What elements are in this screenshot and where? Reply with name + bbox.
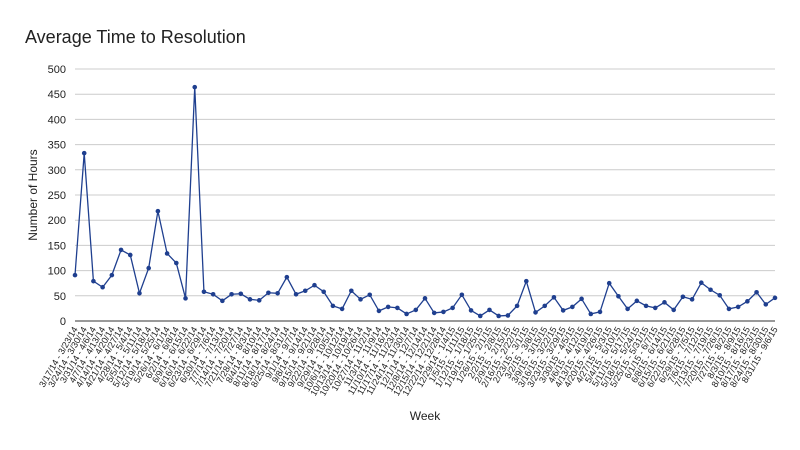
data-point bbox=[514, 303, 520, 309]
data-point bbox=[652, 305, 658, 311]
data-point bbox=[597, 309, 603, 315]
data-point bbox=[302, 288, 308, 294]
data-point bbox=[293, 291, 299, 297]
data-point bbox=[662, 300, 667, 305]
data-point bbox=[164, 251, 170, 256]
data-point bbox=[606, 280, 612, 286]
data-point bbox=[671, 307, 676, 313]
data-point bbox=[634, 298, 640, 304]
data-point bbox=[109, 272, 115, 278]
data-point bbox=[339, 306, 345, 312]
y-axis-title: Number of Hours bbox=[26, 149, 40, 240]
data-point bbox=[146, 265, 151, 271]
data-point bbox=[477, 313, 483, 319]
y-tick-label: 150 bbox=[48, 240, 66, 252]
data-point bbox=[551, 295, 557, 300]
data-point bbox=[726, 306, 732, 312]
data-point bbox=[229, 291, 234, 297]
data-point bbox=[247, 297, 253, 302]
y-tick-label: 450 bbox=[48, 89, 66, 101]
data-point bbox=[220, 298, 225, 304]
data-point bbox=[643, 303, 649, 309]
data-point bbox=[376, 308, 382, 314]
data-point bbox=[358, 297, 363, 302]
data-point bbox=[174, 260, 179, 266]
data-point bbox=[81, 150, 87, 156]
y-tick-label: 250 bbox=[48, 190, 66, 202]
data-point bbox=[625, 306, 630, 312]
data-point bbox=[137, 290, 142, 296]
data-point bbox=[468, 308, 474, 313]
y-tick-label: 100 bbox=[48, 266, 66, 278]
data-point bbox=[579, 296, 584, 302]
data-point bbox=[450, 305, 455, 311]
data-point bbox=[680, 294, 686, 300]
data-point bbox=[708, 287, 713, 293]
data-point bbox=[72, 272, 78, 278]
data-point bbox=[367, 292, 373, 298]
data-point bbox=[183, 296, 188, 301]
data-point bbox=[349, 288, 354, 294]
data-point bbox=[570, 304, 575, 310]
data-point bbox=[496, 313, 501, 319]
y-tick-label: 200 bbox=[48, 215, 66, 227]
chart-title: Average Time to Resolution bbox=[25, 27, 246, 47]
data-point bbox=[588, 311, 594, 317]
data-point bbox=[699, 280, 704, 285]
data-point bbox=[524, 278, 529, 284]
data-point bbox=[256, 298, 262, 303]
y-tick-label: 350 bbox=[48, 140, 66, 152]
data-point bbox=[441, 309, 446, 315]
data-point bbox=[763, 302, 769, 307]
data-point bbox=[395, 305, 400, 311]
data-point bbox=[201, 289, 207, 295]
data-point bbox=[312, 282, 317, 288]
data-line bbox=[74, 87, 776, 317]
data-point bbox=[100, 284, 105, 290]
data-point bbox=[385, 304, 391, 310]
y-tick-label: 0 bbox=[60, 316, 66, 328]
data-point bbox=[330, 303, 336, 309]
data-point bbox=[192, 84, 198, 90]
data-point bbox=[505, 313, 511, 318]
data-point bbox=[772, 295, 778, 301]
data-point bbox=[735, 304, 741, 310]
y-tick-label: 400 bbox=[48, 114, 66, 126]
data-point bbox=[210, 291, 216, 297]
data-point bbox=[127, 252, 133, 258]
data-point bbox=[689, 297, 695, 302]
y-tick-label: 300 bbox=[48, 165, 66, 177]
data-point bbox=[754, 289, 759, 295]
data-point bbox=[266, 290, 271, 296]
data-point bbox=[238, 291, 244, 297]
data-point bbox=[155, 208, 161, 214]
data-point bbox=[542, 303, 548, 309]
x-axis-title: Week bbox=[410, 409, 441, 423]
data-point bbox=[321, 289, 326, 295]
data-point bbox=[422, 296, 428, 301]
data-point bbox=[284, 274, 290, 280]
y-tick-label: 500 bbox=[48, 64, 66, 76]
y-tick-label: 50 bbox=[54, 291, 66, 303]
data-point bbox=[745, 299, 750, 304]
data-point bbox=[404, 311, 409, 317]
data-point bbox=[533, 310, 538, 315]
data-point bbox=[459, 292, 465, 298]
data-point bbox=[560, 308, 566, 313]
data-point bbox=[91, 278, 96, 284]
data-point bbox=[487, 307, 492, 313]
data-point bbox=[275, 290, 280, 296]
data-point bbox=[413, 307, 419, 313]
data-point bbox=[616, 294, 621, 299]
data-point bbox=[431, 310, 437, 316]
data-point bbox=[118, 247, 124, 253]
data-point bbox=[717, 292, 723, 298]
